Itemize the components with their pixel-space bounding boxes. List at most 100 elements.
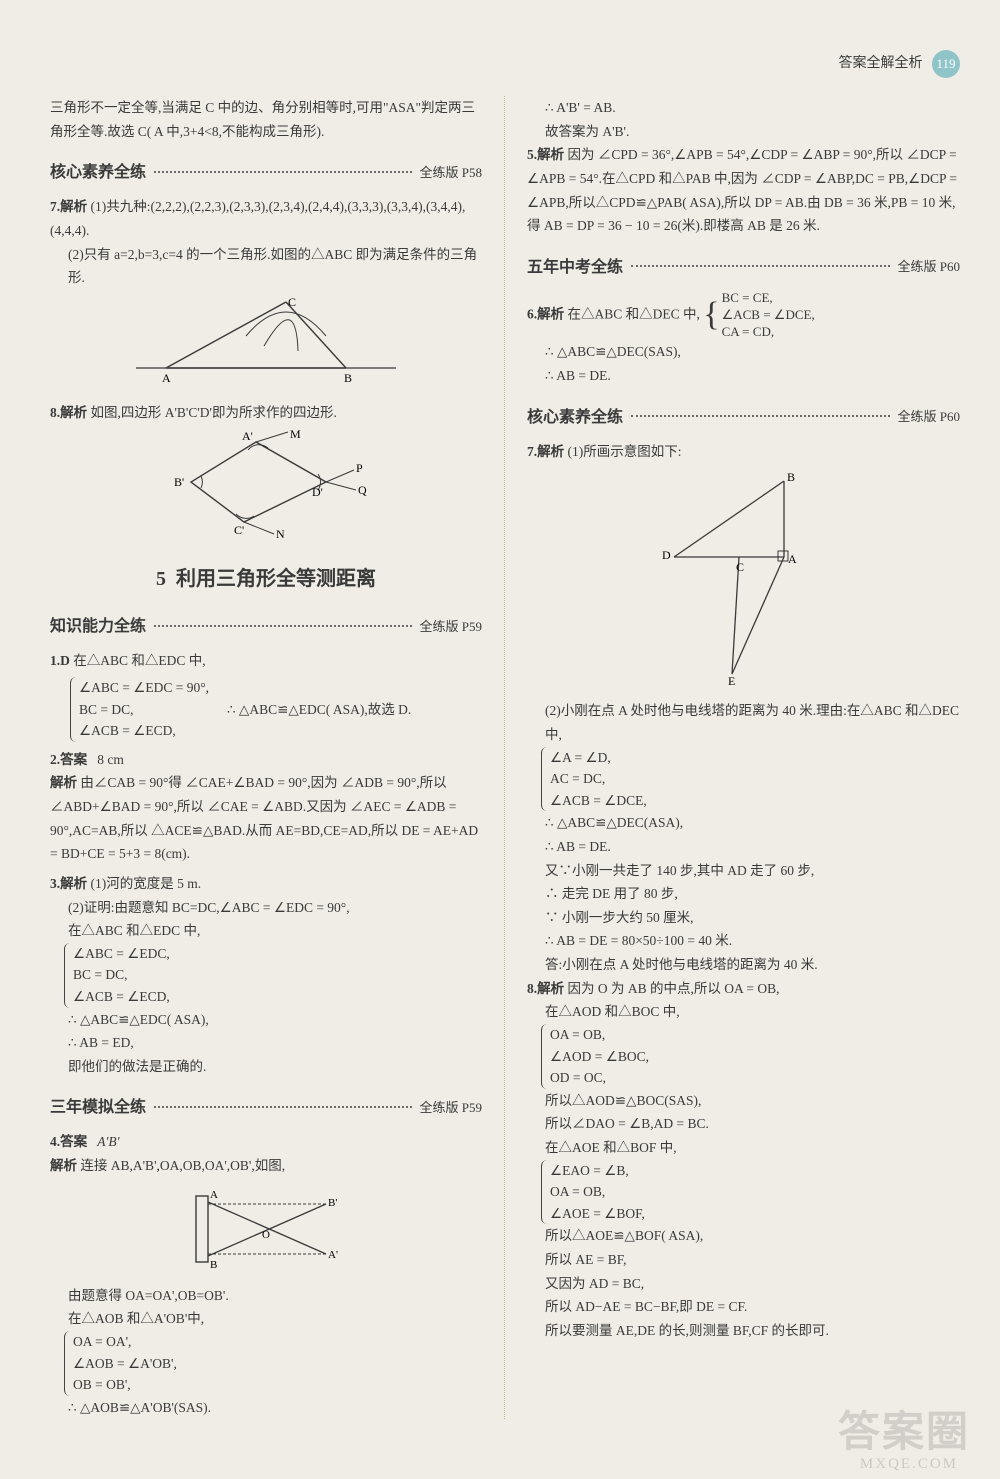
svg-text:C: C	[736, 560, 744, 574]
chapter-title: 5利用三角形全等测距离	[50, 562, 482, 597]
p8r-l1: 在△AOD 和△BOC 中,	[545, 1000, 960, 1024]
svg-text:B': B'	[328, 1197, 337, 1209]
page-header: 答案全解全析 119	[50, 50, 960, 78]
svg-text:B: B	[787, 470, 795, 484]
svg-text:C: C	[288, 296, 296, 309]
svg-text:C': C'	[234, 523, 244, 537]
p8r-intro: 因为 O 为 AB 的中点,所以 OA = OB,	[568, 981, 780, 996]
section-head-2: 知识能力全练 全练版 P59	[50, 613, 482, 641]
svg-text:O: O	[262, 1229, 270, 1241]
p7r-c5: ∵ 小刚一步大约 50 厘米,	[545, 906, 960, 930]
svg-text:D': D'	[312, 485, 323, 499]
label-6r: 6.解析	[527, 306, 564, 321]
chapter-name: 利用三角形全等测距离	[176, 568, 376, 590]
p5-text: 因为 ∠CPD = 36°,∠APB = 54°,∠CDP = ∠ABP = 9…	[527, 147, 957, 233]
left-intro: 三角形不一定全等,当满足 C 中的边、角分别相等时,可用"ASA"判定两三角形全…	[50, 96, 482, 143]
p8r-c2: 所以∠DAO = ∠B,AD = BC.	[545, 1112, 960, 1136]
p8r-c5: 所以 AE = BF,	[545, 1248, 960, 1272]
p4-l1: 由题意得 OA=OA',OB=OB'.	[68, 1284, 482, 1308]
p7r-b-intro: (2)小刚在点 A 处时他与电线塔的距离为 40 米.理由:在△ABC 和△DE…	[545, 699, 960, 746]
p8r-c3: 在△AOE 和△BOF 中,	[545, 1136, 960, 1160]
p7b: (2)只有 a=2,b=3,c=4 的一个三角形.如图的△ABC 即为满足条件的…	[68, 243, 482, 290]
label-8: 8.解析	[50, 405, 87, 420]
p8r-c4: 所以△AOE≌△BOF( ASA),	[545, 1224, 960, 1248]
p8-text: 如图,四边形 A'B'C'D'即为所求作的四边形.	[91, 405, 337, 420]
problem-7r: 7.解析 (1)所画示意图如下:	[527, 440, 960, 464]
dots	[154, 170, 412, 173]
problem-3: 3.解析 (1)河的宽度是 5 m. (2)证明:由题意知 BC=DC,∠ABC…	[50, 872, 482, 1079]
problem-7: 7.解析 (1)共九种:(2,2,2),(2,2,3),(2,3,3),(2,3…	[50, 195, 482, 290]
label-7: 7.解析	[50, 199, 87, 214]
brace-4: OA = OA', ∠AOB = ∠A'OB', OB = OB',	[64, 1331, 482, 1396]
p7r-c4: ∴ 走完 DE 用了 80 步,	[545, 882, 960, 906]
p3a: (1)河的宽度是 5 m.	[91, 876, 202, 891]
section-title-2: 知识能力全练	[50, 613, 146, 641]
p6-intro: 在△ABC 和△DEC 中,	[568, 306, 700, 321]
dots	[154, 1105, 412, 1108]
problem-6r: 6.解析 在△ABC 和△DEC 中, { BC = CE, ∠ACB = ∠D…	[527, 290, 960, 388]
label-1: 1.D	[50, 653, 70, 668]
brace-6: { BC = CE, ∠ACB = ∠DCE, CA = CD,	[703, 290, 814, 341]
section-ref-1: 全练版 P58	[420, 162, 482, 185]
header-title: 答案全解全析	[839, 56, 923, 71]
problem-1: 1.D 在△ABC 和△EDC 中, ∠ABC = ∠EDC = 90°, BC…	[50, 649, 482, 741]
problem-8r: 8.解析 因为 O 为 AB 的中点,所以 OA = OB, 在△AOD 和△B…	[527, 977, 960, 1343]
section-ref-4: 全练版 P60	[898, 256, 960, 279]
watermark-sub: MXQE.COM	[860, 1456, 958, 1473]
svg-text:A': A'	[328, 1249, 338, 1261]
page-number-badge: 119	[932, 50, 960, 78]
dots	[631, 414, 890, 417]
p7r-c6: ∴ AB = DE = 80×50÷100 = 40 米.	[545, 929, 960, 953]
problem-8: 8.解析 如图,四边形 A'B'C'D'即为所求作的四边形.	[50, 401, 482, 425]
p4-c: ∴ △AOB≌△A'OB'(SAS).	[68, 1396, 482, 1420]
left-column: 三角形不一定全等,当满足 C 中的边、角分别相等时,可用"ASA"判定两三角形全…	[50, 96, 505, 1419]
problem-2: 2.答案 8 cm 解析 由∠CAB = 90°得 ∠CAE+∠BAD = 90…	[50, 748, 482, 866]
p8r-c1: 所以△AOD≌△BOC(SAS),	[545, 1089, 960, 1113]
p3c3: 即他们的做法是正确的.	[68, 1055, 482, 1079]
p2-exp-label: 解析	[50, 775, 77, 790]
p8r-c6: 又因为 AD = BC,	[545, 1272, 960, 1296]
dots	[631, 264, 890, 267]
p7r-c3: 又∵小刚一共走了 140 步,其中 AD 走了 60 步,	[545, 859, 960, 883]
label-4: 4.答案	[50, 1134, 87, 1149]
brace-7r: ∠A = ∠D, AC = DC, ∠ACB = ∠DCE,	[541, 747, 960, 812]
p4-exp-label: 解析	[50, 1158, 77, 1173]
r-intro1: ∴ A'B' = AB.	[545, 96, 960, 120]
section-ref-5: 全练版 P60	[898, 406, 960, 429]
p8r-c7: 所以 AD−AE = BC−BF,即 DE = CF.	[545, 1295, 960, 1319]
brace-1: ∠ABC = ∠EDC = 90°, BC = DC, ∠ACB = ∠ECD,	[70, 677, 209, 742]
problem-5r: 5.解析 因为 ∠CPD = 36°,∠APB = 54°,∠CDP = ∠AB…	[527, 143, 960, 238]
section-title-3: 三年模拟全练	[50, 1094, 146, 1122]
p6-c1: ∴ △ABC≌△DEC(SAS),	[545, 340, 960, 364]
p4-exp: 连接 AB,A'B',OA,OB,OA',OB',如图,	[80, 1158, 285, 1173]
svg-text:A: A	[162, 371, 171, 385]
label-8r: 8.解析	[527, 981, 564, 996]
p1-concl: ∴ △ABC≌△EDC( ASA),故选 D.	[227, 698, 411, 722]
svg-text:E: E	[728, 674, 735, 688]
p7r-a: (1)所画示意图如下:	[568, 444, 682, 459]
brace-8r-2: ∠EAO = ∠B, OA = OB, ∠AOE = ∠BOF,	[541, 1160, 960, 1225]
section-head-4: 五年中考全练 全练版 P60	[527, 254, 960, 282]
p2-exp: 由∠CAB = 90°得 ∠CAE+∠BAD = 90°,因为 ∠ADB = 9…	[50, 775, 478, 861]
label-5r: 5.解析	[527, 147, 564, 162]
brace-8r-1: OA = OB, ∠AOD = ∠BOC, OD = OC,	[541, 1024, 960, 1089]
section-ref-2: 全练版 P59	[420, 616, 482, 639]
section-head-1: 核心素养全练 全练版 P58	[50, 159, 482, 187]
svg-text:A: A	[788, 552, 797, 566]
svg-text:Q: Q	[358, 483, 367, 497]
p4-ans: A'B'	[97, 1134, 119, 1149]
dots	[154, 624, 412, 627]
figure-triangle-construction: A B C	[126, 296, 406, 391]
section-title-5: 核心素养全练	[527, 404, 623, 432]
svg-text:B: B	[210, 1259, 217, 1271]
figure-crossing-lines: A B B' A' O	[176, 1184, 356, 1274]
p7a: (1)共九种:(2,2,2),(2,2,3),(2,3,3),(2,3,4),(…	[50, 199, 465, 238]
figure-schematic: B A C D E	[644, 469, 844, 689]
problem-4: 4.答案 A'B' 解析 连接 AB,A'B',OA,OB,OA',OB',如图…	[50, 1130, 482, 1177]
svg-text:A: A	[210, 1189, 218, 1201]
svg-text:N: N	[276, 527, 285, 540]
page: 答案全解全析 119 三角形不一定全等,当满足 C 中的边、角分别相等时,可用"…	[0, 0, 1000, 1479]
p8r-c8: 所以要测量 AE,DE 的长,则测量 BF,CF 的长即可.	[545, 1319, 960, 1343]
p1-intro: 在△ABC 和△EDC 中,	[73, 653, 205, 668]
p3c2: ∴ AB = ED,	[68, 1031, 482, 1055]
